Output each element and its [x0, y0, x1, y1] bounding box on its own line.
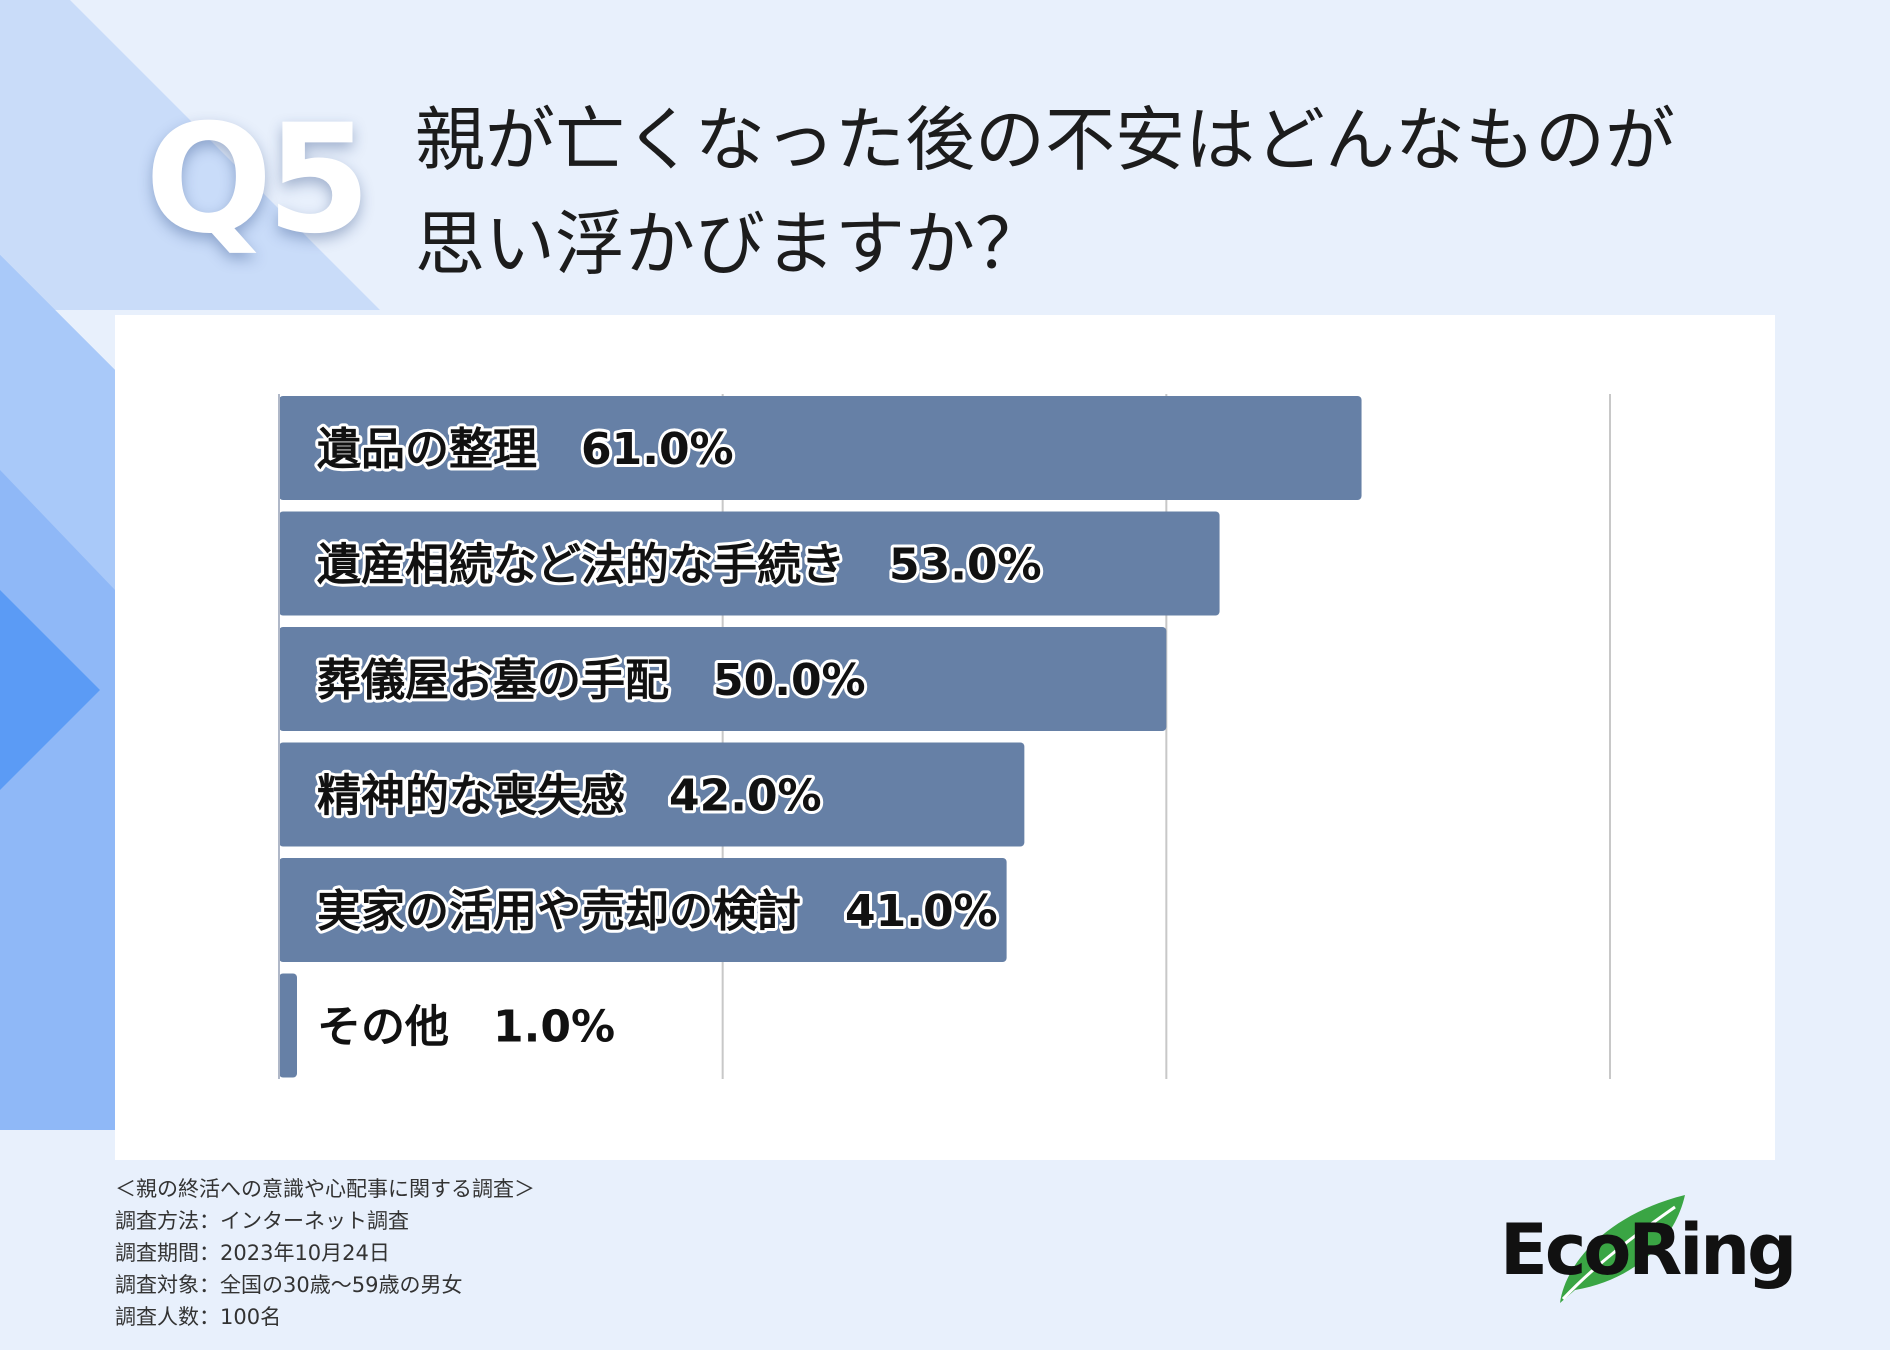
survey-period: 調査期間：2023年10月24日 — [115, 1241, 390, 1265]
survey-method: 調査方法：インターネット調査 — [115, 1209, 409, 1233]
survey-respondents: 調査人数：100名 — [115, 1305, 282, 1329]
bar-label-5: 実家の活用や売却の検討 41.0% — [317, 886, 998, 937]
bar-4 — [279, 742, 1025, 847]
bar-label-4: 精神的な喪失感 42.0% — [317, 771, 822, 822]
bar-label-3: 葬儀屋お墓の手配 50.0% — [317, 655, 866, 706]
bar-6 — [279, 973, 297, 1078]
title-line-2: 思い浮かびますか？ — [415, 203, 1045, 285]
title-line-1: 親が亡くなった後の不安はどんなものが — [415, 99, 1675, 181]
bar-2 — [279, 511, 1220, 616]
bar-label-1: 遺品の整理 61.0% — [317, 424, 734, 475]
bar-1 — [279, 396, 1362, 500]
chart-panel: 遺品の整理 61.0% 遺産相続など法的な手続き 53.0% 葬儀屋お墓の手配 50… — [115, 315, 1775, 1160]
bar-label-2: 遺産相続など法的な手続き 53.0% — [317, 540, 1042, 591]
leaf-icon — [1560, 1195, 1685, 1303]
logo-text: EcoRing — [1500, 1209, 1797, 1291]
survey-info: ＜親の終活への意識や心配事に関する調査＞ 調査方法：インターネット調査 調査期間… — [115, 1173, 535, 1333]
page-title: 親が亡くなった後の不安はどんなものが 思い浮かびますか？ — [415, 88, 1815, 296]
ecoring-logo: EcoRing — [1495, 1195, 1797, 1305]
question-number: Q5 — [145, 93, 371, 267]
bar-label-6: その他 1.0% — [317, 1002, 615, 1053]
bar-5 — [279, 858, 1007, 962]
survey-name: ＜親の終活への意識や心配事に関する調査＞ — [115, 1177, 535, 1201]
bar-chart: 遺品の整理 61.0% 遺産相続など法的な手続き 53.0% 葬儀屋お墓の手配 50… — [278, 394, 1611, 1079]
survey-target: 調査対象：全国の30歳〜59歳の男女 — [115, 1273, 463, 1297]
bar-3 — [279, 627, 1167, 731]
